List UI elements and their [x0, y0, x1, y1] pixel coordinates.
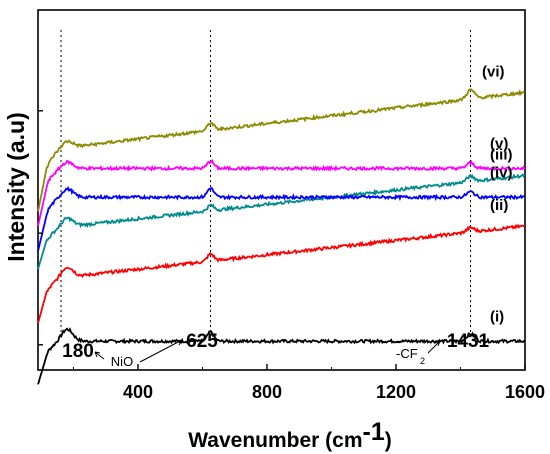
- series-line-4: [37, 185, 526, 252]
- series-label-4: (iv): [490, 164, 513, 181]
- series-line-5: [37, 158, 526, 227]
- x-tick-label: 1600: [505, 382, 545, 402]
- series-label-3: (iii): [490, 146, 513, 163]
- y-axis-title: Intensity (a.u): [3, 112, 29, 262]
- series-line-2: [37, 223, 525, 324]
- nio-arrow-left: [94, 351, 105, 360]
- series-label-2: (ii): [490, 197, 508, 214]
- annotations: 180 625 1431 NiO -CF 2: [62, 331, 489, 369]
- x-tick-label: 800: [252, 382, 282, 402]
- series-line-6: [37, 88, 526, 212]
- y-axis-ticks: [38, 110, 43, 346]
- nio-arrow-left-head: [94, 351, 101, 358]
- cf2-label: -CF: [396, 346, 418, 361]
- x-axis-title-main: Wavenumber (cm: [188, 429, 362, 452]
- series-labels: (i) (ii) (iii)(iv) (v) (vi): [482, 63, 513, 325]
- series-line-3: [37, 173, 526, 270]
- peak-label-625: 625: [186, 331, 218, 352]
- x-axis-ticks: 400 800 1200 1600: [72, 364, 545, 402]
- x-axis-title-close: ): [385, 429, 392, 452]
- x-axis-title-exponent: -1: [363, 418, 385, 446]
- plot-frame: [37, 9, 526, 371]
- series-label-1: (i): [490, 308, 504, 325]
- cf2-arrow: [427, 340, 441, 354]
- x-axis-title: Wavenumber (cm-1): [188, 418, 392, 452]
- series-label-5: (v): [490, 136, 508, 153]
- cf2-subscript: 2: [420, 356, 425, 366]
- plot-border: [37, 9, 526, 371]
- x-tick-label: 400: [123, 382, 153, 402]
- cf2-arrow-head: [434, 340, 441, 347]
- peak-label-1431: 1431: [447, 331, 490, 352]
- nio-label: NiO: [111, 354, 133, 369]
- x-tick-label: 1200: [376, 382, 416, 402]
- series-label-6: (vi): [482, 63, 505, 80]
- peak-label-180: 180: [62, 341, 94, 362]
- series-group: [37, 88, 526, 385]
- reference-lines: [60, 30, 471, 335]
- series-line-1: [37, 327, 526, 385]
- nio-arrow-right: [139, 339, 183, 363]
- nio-arrow-right-head: [176, 339, 183, 346]
